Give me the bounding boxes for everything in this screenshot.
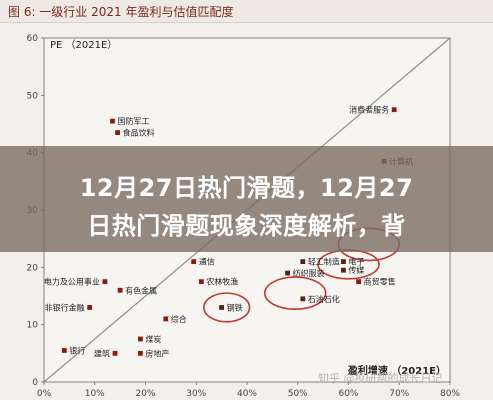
x-axis-label: 盈利增速 （2021E） xyxy=(347,364,446,377)
figure-header: 图 6: 一级行业 2021 年盈利与估值匹配度 xyxy=(0,0,493,23)
data-point xyxy=(110,118,115,124)
point-label: 钢铁 xyxy=(227,302,243,312)
watermark: 知乎 @投研帮的成长日记 xyxy=(318,372,443,385)
data-point xyxy=(341,267,346,273)
y-tick-label: 60 xyxy=(27,34,39,44)
data-point xyxy=(102,279,108,285)
point-label: 电力及公用事业 xyxy=(44,277,100,287)
y-tick-label: 10 xyxy=(27,321,39,331)
headline-banner: 12月27日热门滑题，12月27 日热门滑题现象深度解析，背 xyxy=(0,146,493,252)
data-point xyxy=(285,270,290,276)
data-point xyxy=(391,107,397,113)
data-point xyxy=(191,259,197,264)
point-label: 纺织服装 xyxy=(293,268,325,278)
point-label: 综合 xyxy=(171,314,187,324)
x-tick-label: 20% xyxy=(135,389,155,399)
point-label: 银行 xyxy=(69,345,85,355)
point-label: 国防军工 xyxy=(118,116,150,126)
point-label: 通信 xyxy=(199,257,215,267)
point-label: 商贸零售 xyxy=(364,277,396,287)
point-label: 传媒 xyxy=(348,265,364,275)
data-point xyxy=(117,287,123,293)
x-tick-label: 0% xyxy=(37,389,52,399)
data-point xyxy=(115,130,120,135)
y-axis-label: PE （2021E） xyxy=(50,39,117,51)
point-label: 房地产 xyxy=(145,348,169,358)
headline-line-2: 日热门滑题现象深度解析，背 xyxy=(87,212,406,240)
point-label: 消费者服务 xyxy=(349,105,389,115)
x-tick-label: 70% xyxy=(389,389,409,399)
data-point xyxy=(138,350,143,356)
point-label: 食品饮料 xyxy=(123,128,155,138)
y-tick-label: 0 xyxy=(32,378,38,388)
data-point xyxy=(112,350,118,356)
x-tick-label: 30% xyxy=(186,389,206,399)
data-point xyxy=(138,336,143,342)
headline-line-1: 12月27日热门滑题，12月27 xyxy=(79,174,414,202)
point-label: 煤炭 xyxy=(145,334,161,344)
point-label: 农林牧渔 xyxy=(206,277,238,287)
x-tick-label: 40% xyxy=(237,389,257,399)
point-label: 电子 xyxy=(348,257,364,267)
point-label: 非银行金融 xyxy=(45,302,85,312)
x-tick-label: 60% xyxy=(338,389,358,399)
data-point xyxy=(341,259,346,264)
data-point xyxy=(198,279,204,285)
point-label: 石油石化 xyxy=(308,294,340,304)
data-point xyxy=(300,259,306,264)
point-label: 有色金属 xyxy=(125,285,157,295)
highlight-circle xyxy=(203,292,251,323)
data-point xyxy=(61,348,67,353)
highlight-circle xyxy=(263,276,327,310)
data-point xyxy=(87,305,93,310)
point-label: 轻工制造 xyxy=(308,257,340,267)
y-tick-label: 50 xyxy=(27,91,39,101)
figure-title: 图 6: 一级行业 2021 年盈利与估值匹配度 xyxy=(8,5,234,19)
data-point xyxy=(300,296,306,302)
x-tick-label: 10% xyxy=(85,389,105,399)
x-tick-label: 50% xyxy=(288,389,308,399)
x-tick-label: 80% xyxy=(440,389,460,399)
data-point xyxy=(356,279,362,285)
y-tick-label: 20 xyxy=(27,263,39,273)
point-label: 建筑 xyxy=(94,348,110,358)
data-point xyxy=(219,305,225,310)
data-point xyxy=(163,316,169,322)
